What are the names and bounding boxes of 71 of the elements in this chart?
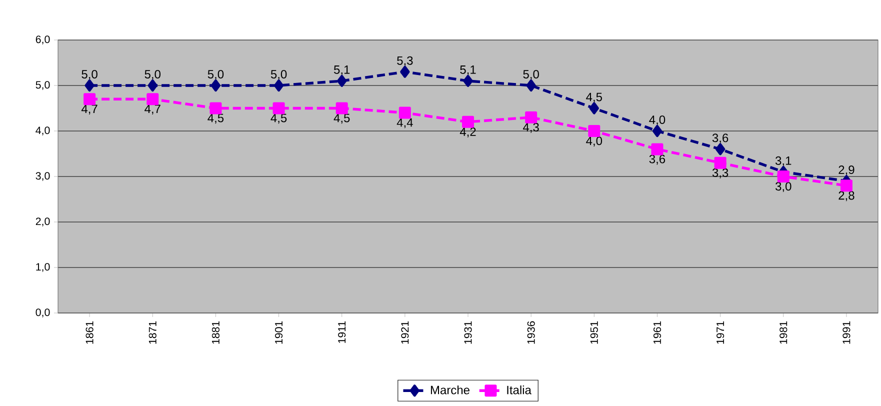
data-label: 2,8 [838,191,854,202]
point [272,102,285,114]
x-tick-label: 1911 [338,321,346,343]
data-label: 4,5 [270,114,287,124]
y-tick-label: 2,0 [36,218,50,226]
x-tick-label: 1981 [780,321,788,344]
point [148,79,158,92]
x-tick-label: 1936 [527,321,535,344]
data-label: 4,4 [396,118,413,128]
point [651,143,664,156]
point [210,102,222,114]
data-label: 4,7 [81,104,98,115]
data-label: 4,5 [334,114,350,124]
data-label: 3,6 [649,154,666,165]
data-label: 3,1 [776,156,792,166]
point [714,156,726,169]
point [652,124,662,137]
point [588,124,600,137]
point [589,102,599,114]
x-tick-label: 1901 [275,321,283,344]
point [840,180,852,192]
x-tick-label: 1991 [842,321,850,344]
point [463,74,473,87]
data-label: 5,1 [460,66,476,76]
data-label: 5,0 [270,70,287,80]
point [274,79,284,92]
data-label: 5,0 [144,70,161,80]
y-tick-label: 3,0 [36,172,50,181]
point [337,74,347,87]
x-tick-label: 1951 [590,321,598,344]
data-label: 4,2 [460,127,476,138]
point [715,143,726,156]
point [526,79,536,92]
x-tick-label: 1931 [464,321,472,344]
x-tick-label: 1881 [212,321,220,344]
point [210,79,221,92]
data-label: 3,6 [712,134,728,144]
point [777,170,790,182]
point [336,102,348,114]
x-tick-label: 1971 [716,321,724,344]
point [525,111,538,124]
data-label: 4,3 [523,122,539,133]
y-tick-label: 0,0 [36,308,50,318]
data-label: 5,0 [208,70,224,80]
y-tick-label: 1,0 [36,263,50,272]
point [462,116,474,128]
data-label: 3,0 [776,182,792,192]
data-label: 2,9 [838,166,854,176]
data-label: 5,1 [334,66,350,76]
point [146,93,159,106]
x-tick-label: 1961 [653,321,662,344]
x-tick-label: 1871 [148,321,156,344]
point [84,79,94,92]
point [84,93,96,106]
y-tick-label: 6,0 [36,36,50,44]
legend-label: Marche [430,385,470,394]
data-label: 5,0 [82,70,98,80]
data-label: 4,0 [586,136,602,146]
data-label: 4,5 [586,92,602,103]
x-tick-label: 1861 [86,321,94,344]
data-label: 3,3 [712,168,728,178]
data-label: 5,0 [523,70,539,80]
y-tick-label: 5,0 [36,81,50,90]
data-label: 5,3 [397,56,413,66]
y-tick-label: 4,0 [36,126,50,136]
legend-label: Italia [507,385,532,394]
x-tick-label: 1921 [401,321,409,344]
point [400,66,410,78]
data-label: 4,5 [208,114,224,124]
data-label: 4,0 [649,115,666,126]
point [398,106,411,119]
